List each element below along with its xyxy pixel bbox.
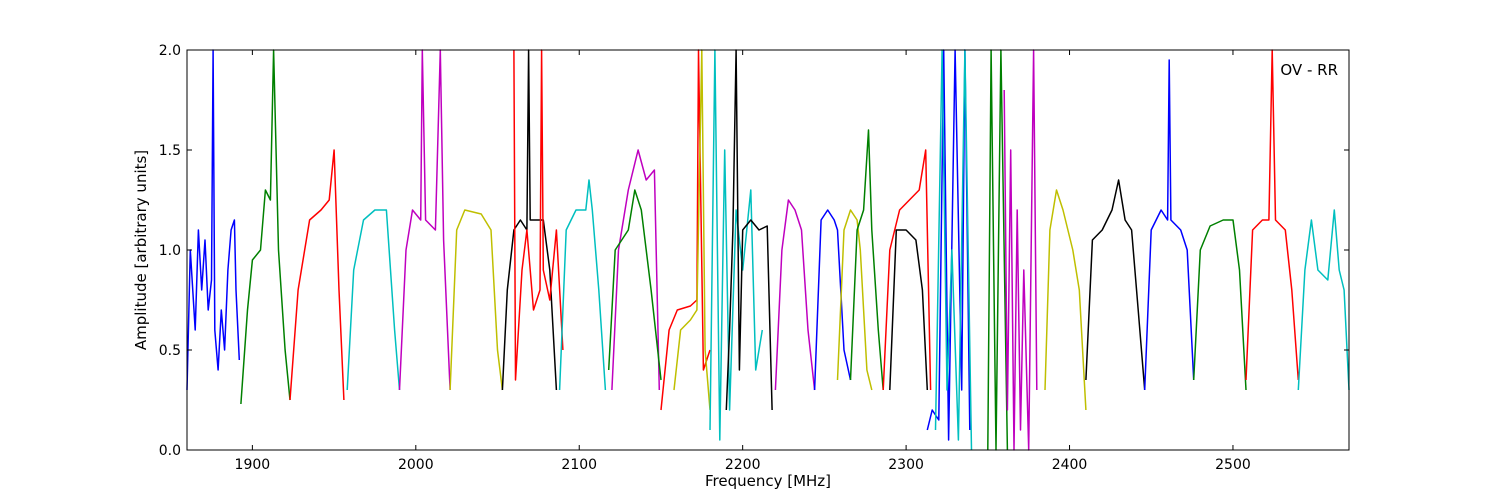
x-axis-ticks: 1900 2000 2100 2200 2300 2400 2500 [235,50,1251,473]
y-axis-ticks: 0.0 0.5 1.0 1.5 2.0 [159,43,1349,459]
series-line-2-red [289,149,345,401]
series-line-1-green [240,49,291,405]
series-line-10-green [607,189,662,381]
series-line-3-cyan [346,209,401,391]
series-line-21-blue [926,49,971,441]
x-tick-label: 2100 [561,457,597,473]
x-tick-label: 2000 [398,457,434,473]
series-line-6-black [501,49,558,391]
series-line-4-magenta [398,49,451,391]
series-line-20-black [889,229,929,391]
series-line-17-yellow [836,209,873,391]
series-line-16-blue [813,209,852,391]
series-line-18-green [849,129,884,391]
y-tick-label: 0.0 [159,443,181,459]
series-line-19-red [882,149,932,391]
series-line-13-cyan [709,49,764,441]
series-line-14-black [725,49,773,411]
x-tick-label: 2500 [1215,457,1251,473]
series-layer [186,49,1350,451]
series-line-24-magenta [1003,49,1038,451]
y-tick-label: 0.5 [159,343,181,359]
x-tick-label: 1900 [235,457,271,473]
panel-annotation: OV - RR [1280,61,1338,79]
series-line-25-yellow [1044,189,1087,411]
series-line-15-magenta [774,199,816,391]
series-line-12-yellow [673,49,711,411]
x-tick-label: 2400 [1052,457,1088,473]
y-tick-label: 2.0 [159,43,181,59]
series-line-28-green [1192,219,1247,391]
series-line-29-red [1245,49,1300,381]
series-line-8-cyan [558,179,607,391]
x-tick-label: 2200 [725,457,761,473]
y-tick-label: 1.0 [159,243,181,259]
x-axis-label: Frequency [MHz] [705,472,831,490]
series-line-11-red [660,49,711,411]
y-axis-label: Amplitude [arbitrary units] [132,150,150,350]
series-line-7-red [513,49,564,381]
series-line-30-cyan [1297,209,1350,391]
series-line-9-magenta [611,149,661,391]
series-line-0-blue [186,49,241,391]
series-line-26-black [1085,179,1146,391]
series-line-27-blue [1143,59,1195,391]
series-line-5-yellow [449,209,504,391]
x-tick-label: 2300 [888,457,924,473]
y-tick-label: 1.5 [159,143,181,159]
